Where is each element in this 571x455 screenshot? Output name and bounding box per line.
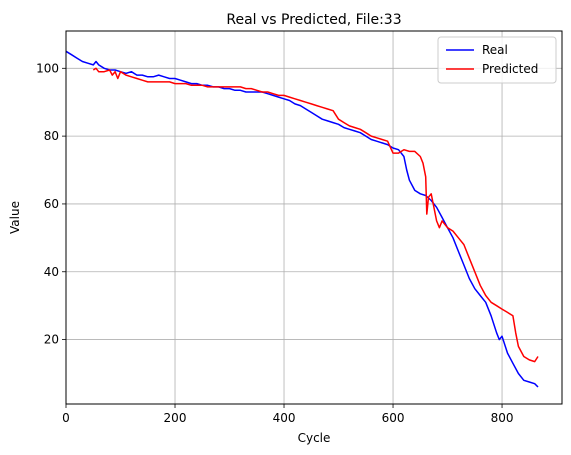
legend-label-real: Real [482, 43, 508, 57]
y-tick-label-0: 20 [44, 333, 59, 347]
x-tick-label-1: 200 [164, 411, 187, 425]
x-tick-label-2: 400 [273, 411, 296, 425]
x-tick-label-0: 0 [62, 411, 70, 425]
y-tick-label-4: 100 [36, 61, 59, 75]
series-line-real [65, 50, 539, 388]
x-tick-label-3: 600 [382, 411, 405, 425]
legend: Real Predicted [437, 36, 557, 84]
legend-label-predicted: Predicted [482, 62, 538, 76]
chart-title: Real vs Predicted, File:33 [226, 12, 401, 28]
y-tick-label-3: 80 [44, 129, 59, 143]
legend-box [437, 36, 557, 84]
x-tick-label-4: 800 [491, 411, 514, 425]
axis-ticks: 0 200 400 600 800 20 40 60 80 100 [36, 61, 513, 425]
x-axis-label: Cycle [298, 431, 331, 445]
plot-frame [65, 30, 563, 405]
y-axis-label: Value [8, 201, 22, 234]
y-tick-label-2: 60 [44, 197, 59, 211]
series-lines [65, 50, 539, 388]
series-line-predicted [92, 67, 539, 363]
y-tick-label-1: 40 [44, 265, 59, 279]
